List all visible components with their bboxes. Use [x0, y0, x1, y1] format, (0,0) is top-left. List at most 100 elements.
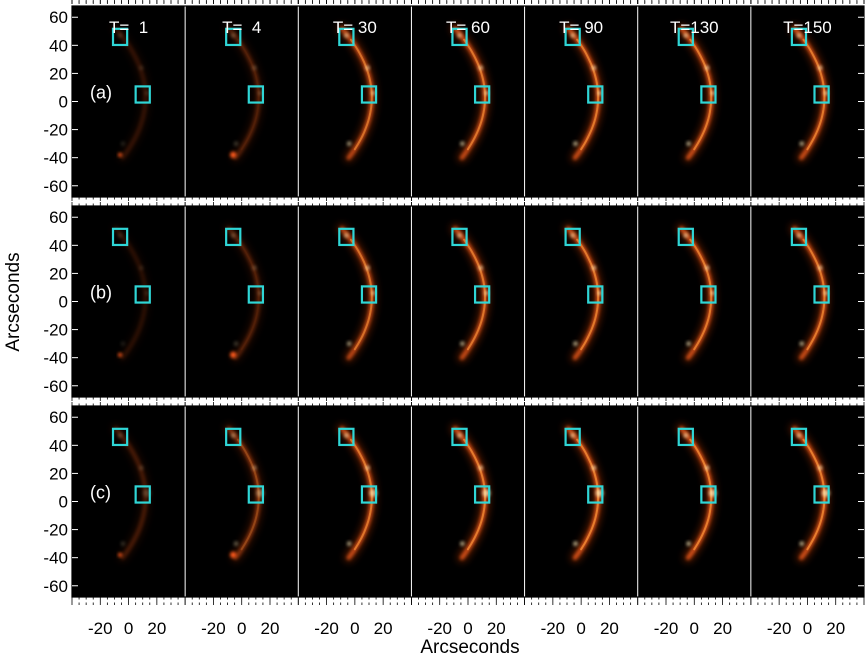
y-tick-label: 40 — [49, 36, 68, 55]
y-tick-label: -60 — [43, 377, 68, 396]
marker-box — [813, 85, 830, 104]
x-tick-label: 0 — [576, 619, 585, 638]
arc-image — [450, 224, 490, 363]
arc-image — [111, 424, 151, 563]
y-axis-title: Arcseconds — [3, 252, 24, 351]
hot-spot — [796, 33, 802, 38]
hot-spot — [120, 341, 126, 346]
arc-image — [337, 24, 377, 163]
arc-image — [563, 224, 603, 363]
hot-spot — [710, 90, 715, 96]
hot-spot — [344, 433, 349, 438]
hot-spot — [704, 265, 710, 270]
y-tick-label: 20 — [49, 464, 68, 483]
marker-box — [247, 485, 265, 504]
panel-row-bg — [72, 406, 864, 597]
arc-image — [450, 24, 490, 163]
hot-spot — [597, 90, 602, 96]
arc-image — [676, 24, 716, 163]
y-tick-label: 0 — [59, 93, 68, 112]
marker-box — [111, 227, 129, 247]
hot-spot — [704, 465, 710, 470]
hot-spot — [117, 233, 123, 238]
hot-spot — [371, 290, 376, 296]
hot-spot — [457, 233, 462, 238]
hot-spot — [347, 141, 352, 146]
hot-spot — [365, 465, 370, 470]
hot-spot — [686, 541, 691, 546]
marker-boxes — [111, 27, 830, 504]
x-tick-label: 20 — [261, 619, 280, 638]
hot-spot — [139, 65, 144, 70]
x-tick-label: 0 — [463, 619, 472, 638]
y-tick-label: -60 — [43, 577, 68, 596]
footpoint-blob — [118, 152, 123, 157]
hot-spot — [573, 541, 578, 546]
hot-spot — [591, 465, 597, 470]
hot-spot — [478, 65, 483, 70]
marker-box — [338, 427, 355, 447]
hot-spot — [344, 33, 349, 38]
marker-box — [134, 485, 151, 504]
arc-image — [224, 24, 264, 163]
marker-box — [247, 285, 265, 304]
marker-box — [677, 427, 694, 447]
hot-spot — [683, 233, 688, 238]
hot-spot — [478, 265, 483, 270]
hot-spot — [823, 290, 829, 296]
y-tick-label: 20 — [49, 264, 68, 283]
x-tick-label: -20 — [767, 619, 792, 638]
panel-backgrounds — [72, 6, 864, 597]
hot-spot — [796, 233, 802, 238]
marker-box — [451, 27, 468, 47]
time-label: T=150 — [783, 18, 832, 37]
hot-spot — [817, 265, 823, 270]
hot-spot — [686, 341, 691, 346]
hot-spot — [139, 465, 144, 470]
marker-box — [360, 285, 378, 304]
hot-spot — [231, 33, 236, 38]
hot-spot — [231, 433, 236, 438]
marker-box — [677, 227, 694, 247]
hot-spot — [817, 465, 823, 470]
footpoint-blob — [118, 552, 123, 557]
hot-spot — [120, 541, 126, 546]
marker-box — [247, 85, 265, 104]
hot-spot — [371, 90, 376, 96]
row-label: (c) — [90, 483, 111, 503]
hot-spot — [144, 290, 150, 296]
marker-box — [225, 227, 242, 247]
marker-box — [700, 85, 717, 104]
hot-spot — [686, 141, 691, 146]
hot-spot — [252, 265, 257, 270]
x-tick-label: 0 — [124, 619, 133, 638]
arc-image — [337, 424, 378, 563]
hot-spot — [570, 33, 575, 38]
x-tick-label: 20 — [713, 619, 732, 638]
hot-spot — [460, 141, 465, 146]
hot-spot — [344, 233, 349, 238]
hot-spot — [117, 33, 123, 38]
marker-box — [360, 485, 378, 504]
x-tick-label: 20 — [826, 619, 845, 638]
x-tick-label: 20 — [600, 619, 619, 638]
y-tick-label: -20 — [43, 121, 68, 140]
hot-spot — [799, 541, 804, 546]
y-tick-label: 60 — [49, 208, 68, 227]
hot-spot — [365, 65, 370, 70]
hot-spot — [570, 433, 575, 438]
marker-box — [587, 485, 604, 504]
arc-image — [790, 424, 830, 563]
arc-image — [563, 24, 603, 163]
x-tick-label: -20 — [201, 619, 226, 638]
hot-spot — [139, 265, 144, 270]
marker-box — [134, 85, 151, 104]
arc-image — [563, 424, 604, 563]
y-tick-label: 60 — [49, 408, 68, 427]
time-label: T= 4 — [222, 18, 261, 37]
hot-spot — [347, 341, 352, 346]
footpoint-blob — [230, 151, 237, 159]
marker-box — [451, 227, 468, 247]
arc-image — [676, 224, 716, 363]
